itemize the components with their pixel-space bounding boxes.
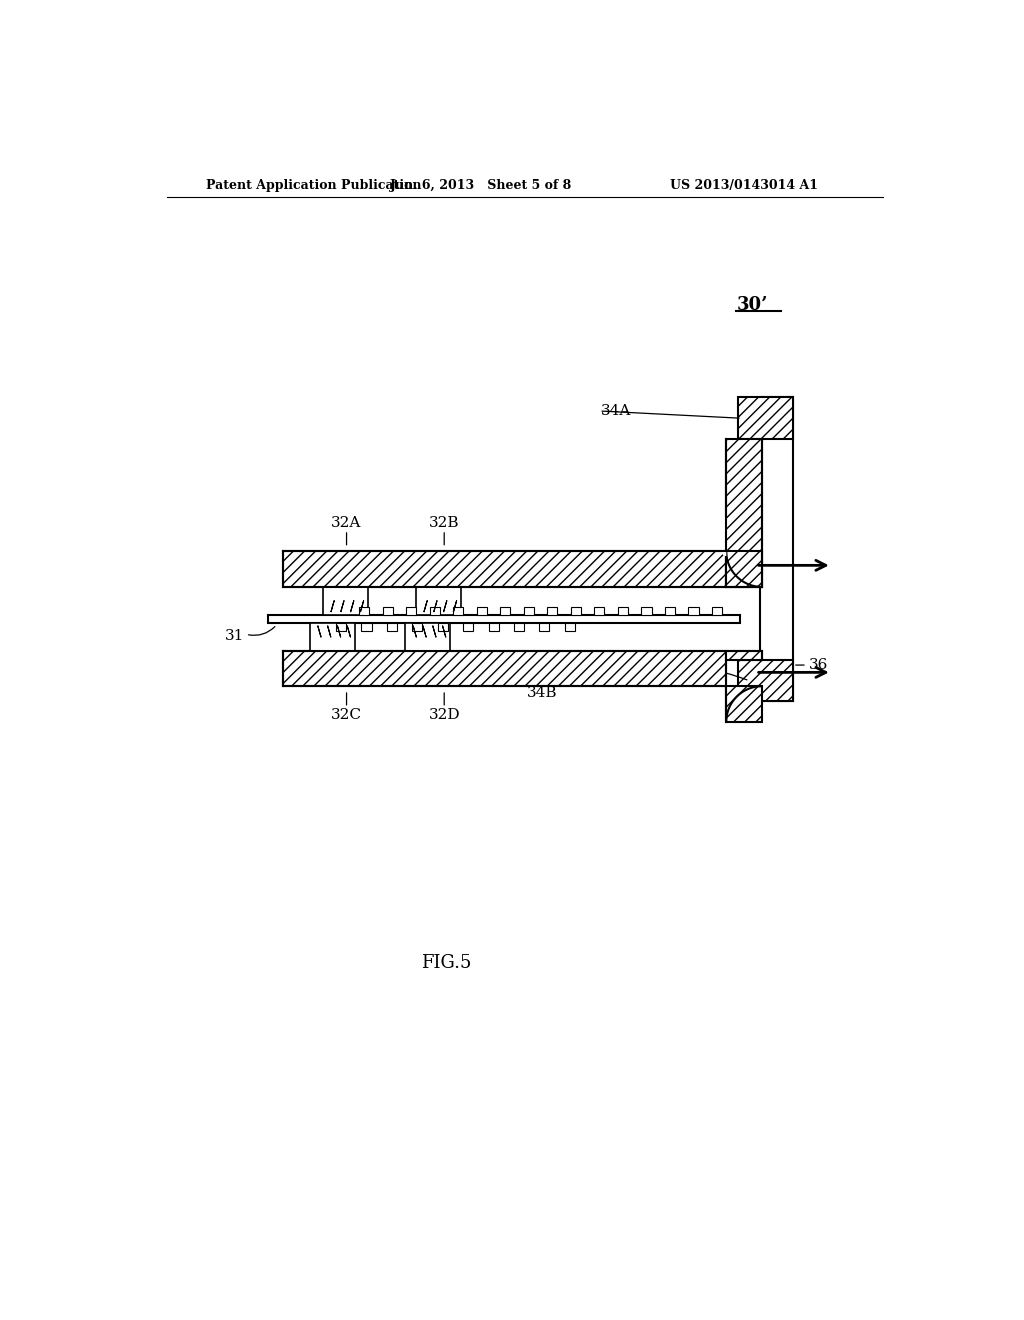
Bar: [336, 623, 346, 631]
Text: 32C: 32C: [331, 708, 362, 722]
Bar: [324, 587, 369, 615]
Bar: [540, 623, 550, 631]
Bar: [726, 686, 762, 722]
Bar: [463, 623, 473, 631]
Bar: [501, 607, 510, 615]
Bar: [283, 552, 726, 587]
Bar: [477, 607, 487, 615]
Bar: [359, 607, 370, 615]
Text: 30’: 30’: [736, 296, 768, 314]
Bar: [413, 623, 422, 631]
Bar: [641, 607, 651, 615]
Bar: [524, 607, 534, 615]
Bar: [726, 440, 762, 587]
Text: 32A: 32A: [332, 516, 361, 529]
Bar: [406, 623, 451, 651]
Polygon shape: [722, 552, 726, 556]
Text: 32D: 32D: [428, 708, 460, 722]
Text: FIG.5: FIG.5: [421, 954, 471, 972]
Bar: [430, 607, 440, 615]
Bar: [437, 623, 447, 631]
Bar: [688, 607, 698, 615]
Bar: [514, 623, 524, 631]
Bar: [712, 607, 722, 615]
Bar: [594, 607, 604, 615]
Text: 34B: 34B: [527, 686, 558, 700]
Bar: [665, 607, 675, 615]
Bar: [760, 397, 793, 701]
Bar: [738, 660, 793, 701]
Bar: [361, 623, 372, 631]
Bar: [267, 615, 740, 623]
Bar: [738, 397, 793, 440]
Bar: [310, 623, 355, 651]
Text: 34A: 34A: [601, 404, 631, 418]
Polygon shape: [722, 681, 726, 686]
Text: 36: 36: [809, 659, 827, 672]
Bar: [548, 607, 557, 615]
Text: 31: 31: [225, 628, 245, 643]
Bar: [417, 587, 461, 615]
Text: Patent Application Publication: Patent Application Publication: [206, 178, 421, 191]
Text: US 2013/0143014 A1: US 2013/0143014 A1: [670, 178, 818, 191]
Bar: [407, 607, 417, 615]
Text: Jun. 6, 2013   Sheet 5 of 8: Jun. 6, 2013 Sheet 5 of 8: [389, 178, 571, 191]
Bar: [564, 623, 574, 631]
Bar: [571, 607, 581, 615]
Bar: [488, 623, 499, 631]
Bar: [617, 607, 628, 615]
Bar: [726, 651, 762, 660]
Bar: [726, 552, 762, 587]
Bar: [283, 651, 726, 686]
Text: 32B: 32B: [429, 516, 460, 529]
Bar: [383, 607, 393, 615]
Bar: [454, 607, 464, 615]
Bar: [387, 623, 397, 631]
